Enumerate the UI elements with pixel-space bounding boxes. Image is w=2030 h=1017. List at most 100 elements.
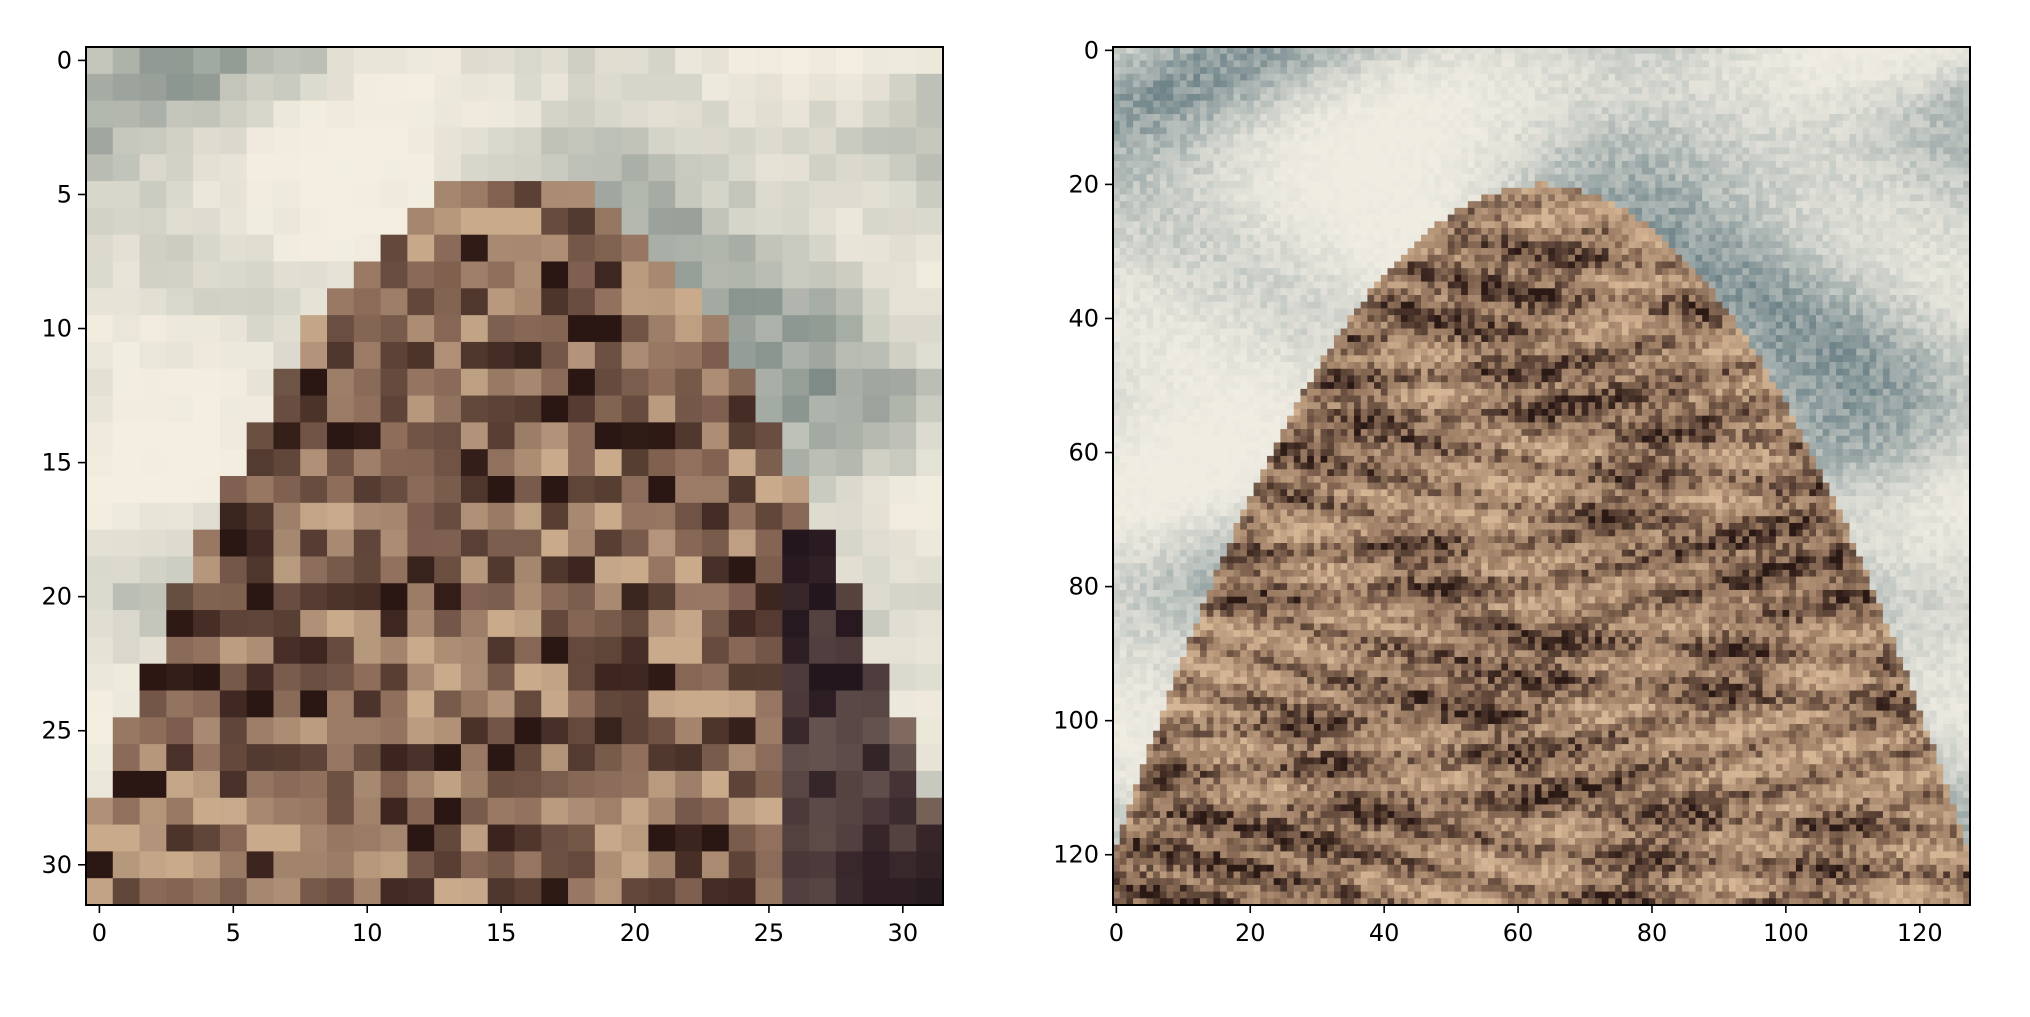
image-pixel: [461, 851, 488, 878]
image-pixel: [1608, 248, 1615, 255]
image-pixel: [1836, 194, 1843, 201]
image-pixel: [1535, 188, 1542, 195]
image-pixel: [1796, 181, 1803, 188]
image-pixel: [1133, 54, 1140, 61]
image-pixel: [1475, 221, 1482, 228]
image-pixel: [1448, 174, 1455, 181]
image-pixel: [300, 208, 327, 235]
image-pixel: [1669, 221, 1676, 228]
image-pixel: [354, 476, 381, 503]
image-pixel: [1957, 235, 1964, 242]
image-pixel: [675, 717, 702, 744]
image-pixel: [1635, 148, 1642, 155]
image-pixel: [1481, 181, 1488, 188]
image-pixel: [1515, 188, 1522, 195]
image-pixel: [193, 315, 220, 342]
image-pixel: [1957, 94, 1964, 101]
image-pixel: [1354, 221, 1361, 228]
image-pixel: [300, 610, 327, 637]
image-pixel: [1829, 154, 1836, 161]
image-pixel: [1575, 235, 1582, 242]
image-pixel: [1836, 148, 1843, 155]
image-pixel: [1461, 148, 1468, 155]
image-pixel: [1756, 221, 1763, 228]
image-pixel: [1461, 168, 1468, 175]
image-pixel: [1307, 215, 1314, 222]
image-pixel: [1213, 60, 1220, 67]
image-pixel: [1849, 181, 1856, 188]
image-pixel: [782, 610, 809, 637]
image-pixel: [1535, 107, 1542, 114]
image-pixel: [1126, 235, 1133, 242]
image-pixel: [1180, 107, 1187, 114]
image-pixel: [622, 771, 649, 798]
image-pixel: [193, 288, 220, 315]
image-pixel: [1287, 228, 1294, 235]
image-pixel: [1622, 114, 1629, 121]
image-pixel: [1876, 94, 1883, 101]
image-pixel: [1535, 168, 1542, 175]
image-pixel: [1481, 154, 1488, 161]
image-pixel: [1542, 235, 1549, 242]
image-pixel: [1957, 101, 1964, 108]
image-pixel: [1153, 74, 1160, 81]
image-pixel: [1930, 141, 1937, 148]
image-pixel: [1582, 221, 1589, 228]
image-pixel: [1528, 241, 1535, 248]
image-pixel: [220, 691, 247, 718]
image-pixel: [648, 476, 675, 503]
image-pixel: [515, 476, 542, 503]
image-pixel: [1227, 228, 1234, 235]
image-pixel: [381, 208, 408, 235]
image-pixel: [1890, 134, 1897, 141]
image-pixel: [1481, 127, 1488, 134]
image-pixel: [1367, 121, 1374, 128]
image-pixel: [1823, 121, 1830, 128]
x-tick-label: 30: [888, 919, 919, 947]
image-pixel: [1401, 141, 1408, 148]
image-pixel: [407, 503, 434, 530]
image-pixel: [1896, 134, 1903, 141]
image-pixel: [1408, 148, 1415, 155]
image-pixel: [1843, 60, 1850, 67]
image-pixel: [1501, 148, 1508, 155]
image-pixel: [1943, 148, 1950, 155]
image-pixel: [247, 154, 274, 181]
image-pixel: [1495, 101, 1502, 108]
image-pixel: [273, 74, 300, 101]
image-pixel: [622, 476, 649, 503]
image-pixel: [863, 825, 890, 852]
image-pixel: [1608, 74, 1615, 81]
image-pixel: [1408, 101, 1415, 108]
image-pixel: [1796, 81, 1803, 88]
image-pixel: [1307, 174, 1314, 181]
image-pixel: [1408, 228, 1415, 235]
image-pixel: [1327, 221, 1334, 228]
image-pixel: [1187, 181, 1194, 188]
image-pixel: [1769, 54, 1776, 61]
image-pixel: [113, 744, 140, 771]
image-pixel: [1334, 148, 1341, 155]
image-pixel: [1809, 94, 1816, 101]
image-pixel: [1220, 148, 1227, 155]
image-pixel: [407, 262, 434, 289]
image-pixel: [1300, 141, 1307, 148]
image-pixel: [1803, 60, 1810, 67]
image-pixel: [1388, 87, 1395, 94]
image-pixel: [782, 744, 809, 771]
image-pixel: [1669, 181, 1676, 188]
image-pixel: [1521, 87, 1528, 94]
image-pixel: [1896, 101, 1903, 108]
image-pixel: [1863, 74, 1870, 81]
image-pixel: [1307, 114, 1314, 121]
image-pixel: [1568, 241, 1575, 248]
image-pixel: [1200, 60, 1207, 67]
image-pixel: [1608, 181, 1615, 188]
image-pixel: [1709, 188, 1716, 195]
image-pixel: [113, 664, 140, 691]
image-pixel: [407, 556, 434, 583]
image-pixel: [461, 878, 488, 905]
image-pixel: [327, 691, 354, 718]
image-pixel: [1655, 141, 1662, 148]
image-pixel: [1823, 54, 1830, 61]
